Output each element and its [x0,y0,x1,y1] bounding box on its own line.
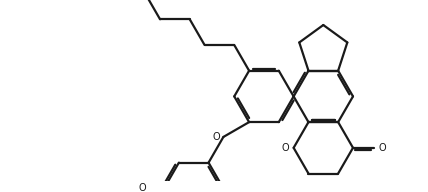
Text: O: O [281,143,289,153]
Text: O: O [139,183,146,192]
Text: O: O [212,132,220,142]
Text: O: O [378,143,386,153]
